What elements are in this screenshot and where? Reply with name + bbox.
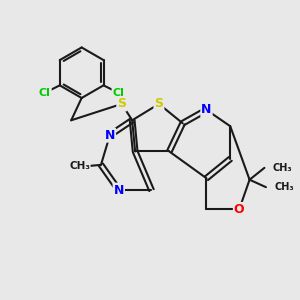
Text: N: N — [201, 103, 212, 116]
Text: S: S — [117, 98, 126, 110]
Text: N: N — [114, 184, 124, 196]
Text: CH₃: CH₃ — [69, 161, 90, 171]
Text: CH₃: CH₃ — [273, 163, 292, 173]
Text: Cl: Cl — [39, 88, 51, 98]
Text: CH₃: CH₃ — [274, 182, 294, 192]
Text: Cl: Cl — [112, 88, 124, 98]
Text: N: N — [105, 129, 115, 142]
Text: O: O — [234, 203, 244, 216]
Text: S: S — [154, 98, 164, 110]
